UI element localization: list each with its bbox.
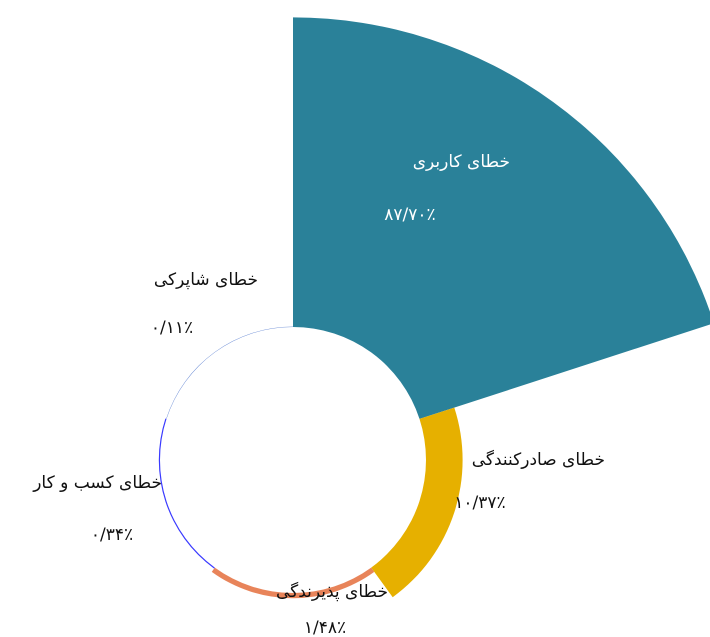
rose-segment: [293, 17, 710, 419]
rose-segment: [166, 326, 293, 419]
rose-segment: [211, 567, 375, 599]
value-label: ۸۷/۷۰٪: [384, 205, 435, 225]
rose-segment: [371, 407, 463, 598]
rose-segment: [158, 418, 215, 569]
value-label: ۱۰/۳۷٪: [454, 493, 505, 513]
segment-label: خطای شاپرکی: [154, 270, 258, 290]
segment-label: خطای پذیرندگی: [276, 581, 388, 602]
value-label: ۰/۳۴٪: [91, 525, 133, 545]
value-label: ۰/۱۱٪: [151, 318, 193, 338]
segment-label: خطای صادرکنندگی: [472, 449, 605, 470]
segment-label: خطای کسب و کار: [32, 473, 162, 493]
value-label: ۱/۴۸٪: [304, 618, 346, 637]
segment-label: خطای کاربری: [413, 152, 510, 172]
